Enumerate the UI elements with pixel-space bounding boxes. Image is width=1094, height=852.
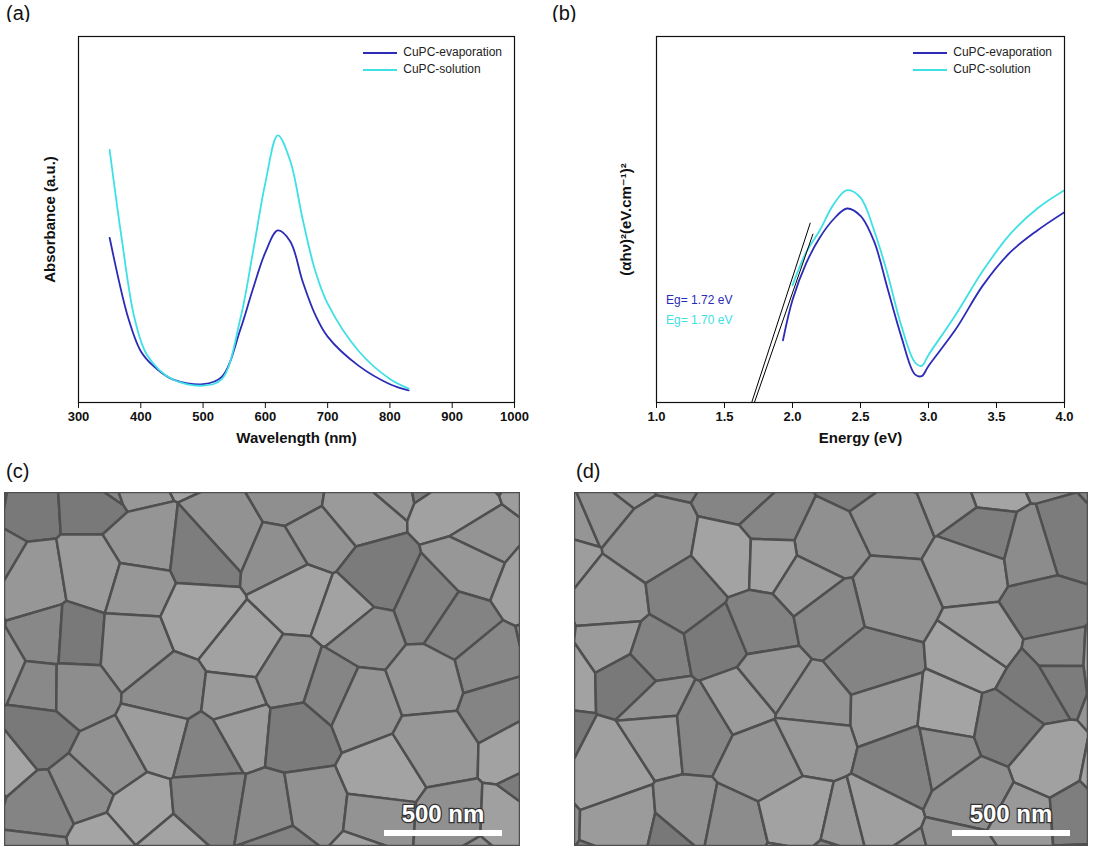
html-text:CuPC-solution: CuPC-solution [953,62,1031,76]
svg-text:1.5: 1.5 [715,409,733,424]
html-text:(b): (b) [552,2,577,24]
svg-text:1000: 1000 [500,409,529,424]
svg-text:900: 900 [441,409,463,424]
svg-text:4.0: 4.0 [1055,409,1073,424]
svg-text:Wavelength (nm): Wavelength (nm) [236,429,356,446]
svg-text:500 nm: 500 nm [402,800,485,827]
svg-text:300: 300 [68,409,90,424]
svg-text:400: 400 [130,409,152,424]
html-text:CuPC-evaporation: CuPC-evaporation [953,45,1052,59]
svg-text:600: 600 [255,409,277,424]
svg-text:(αhν)²(eV.cm⁻¹)²: (αhν)²(eV.cm⁻¹)² [617,163,634,275]
svg-text:2.5: 2.5 [851,409,869,424]
html-text:CuPC-evaporation: CuPC-evaporation [403,45,502,59]
svg-text:500 nm: 500 nm [970,800,1053,827]
svg-text:700: 700 [317,409,339,424]
svg-text:Energy (eV): Energy (eV) [819,429,902,446]
html-text:CuPC-solution: CuPC-solution [403,62,481,76]
svg-text:3.5: 3.5 [987,409,1005,424]
svg-text:Absorbance (a.u.): Absorbance (a.u.) [41,156,58,283]
svg-text:Eg= 1.72 eV: Eg= 1.72 eV [666,293,732,307]
html-text:(c): (c) [6,460,30,482]
svg-text:2.0: 2.0 [783,409,801,424]
svg-text:1.0: 1.0 [647,409,665,424]
svg-text:Eg= 1.70 eV: Eg= 1.70 eV [666,313,732,327]
html-text:(d): (d) [576,460,601,482]
svg-text:500: 500 [192,409,214,424]
svg-text:800: 800 [379,409,401,424]
html-text:(a): (a) [6,2,31,24]
svg-text:3.0: 3.0 [919,409,937,424]
